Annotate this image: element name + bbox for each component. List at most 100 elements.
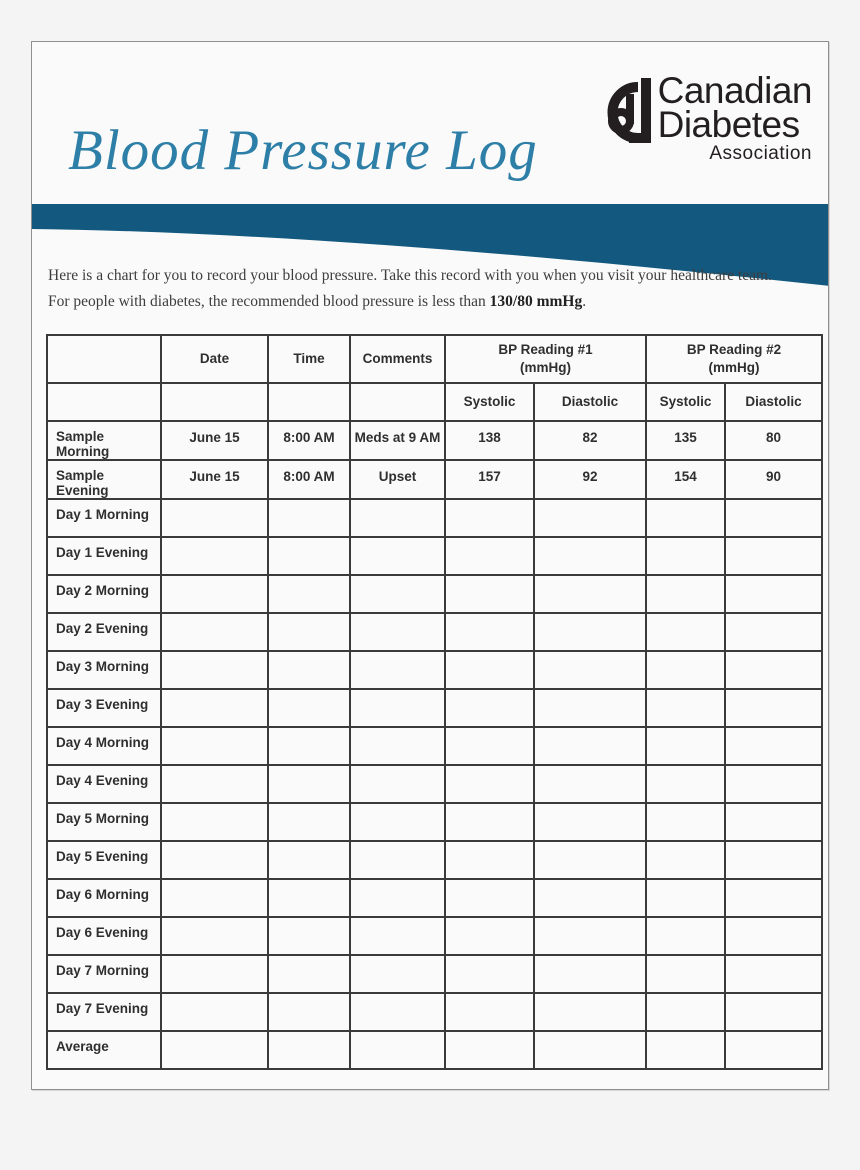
data-cell bbox=[532, 954, 648, 994]
data-cell bbox=[724, 916, 824, 956]
data-cell bbox=[267, 1030, 351, 1070]
col-header-date: Date bbox=[160, 334, 269, 384]
data-cell bbox=[645, 878, 727, 918]
data-cell bbox=[444, 802, 535, 842]
data-cell bbox=[444, 992, 535, 1032]
data-cell bbox=[444, 726, 535, 766]
col-header-comments: Comments bbox=[349, 334, 446, 384]
table-row: Day 5 Morning bbox=[46, 802, 824, 842]
col-header-systolic-1: Systolic bbox=[444, 382, 535, 422]
table-body: Sample Morning June 15 8:00 AM Meds at 9 AM… bbox=[46, 420, 824, 1070]
data-cell bbox=[160, 574, 269, 614]
data-cell bbox=[349, 916, 446, 956]
data-cell bbox=[267, 916, 351, 956]
data-cell bbox=[645, 574, 727, 614]
data-cell bbox=[724, 612, 824, 652]
corner-cell bbox=[46, 334, 162, 384]
data-cell bbox=[160, 992, 269, 1032]
row-label: Day 5 Evening bbox=[46, 840, 162, 880]
data-cell bbox=[645, 764, 727, 804]
data-cell bbox=[532, 612, 648, 652]
table-row: Day 2 Morning bbox=[46, 574, 824, 614]
data-cell bbox=[349, 498, 446, 538]
data-cell bbox=[532, 802, 648, 842]
row-label: Day 5 Morning bbox=[46, 802, 162, 842]
data-cell bbox=[645, 840, 727, 880]
data-cell bbox=[645, 916, 727, 956]
data-cell bbox=[724, 498, 824, 538]
document-page: Blood Pressure Log Canadian Diabetes Ass… bbox=[31, 41, 829, 1090]
data-cell bbox=[724, 992, 824, 1032]
data-cell bbox=[532, 764, 648, 804]
empty-cell bbox=[267, 382, 351, 422]
data-cell bbox=[160, 612, 269, 652]
data-cell bbox=[267, 764, 351, 804]
data-cell bbox=[532, 536, 648, 576]
row-label: Day 6 Evening bbox=[46, 916, 162, 956]
page-title: Blood Pressure Log bbox=[68, 119, 538, 182]
data-cell bbox=[645, 802, 727, 842]
table-header: Date Time Comments BP Reading #1 (mmHg) … bbox=[46, 334, 824, 422]
col-header-diastolic-1: Diastolic bbox=[532, 382, 648, 422]
data-cell: 8:00 AM bbox=[267, 459, 351, 500]
data-cell bbox=[724, 726, 824, 766]
intro-line-1: Here is a chart for you to record your b… bbox=[48, 267, 772, 284]
recommended-bp-value: 130/80 mmHg bbox=[489, 293, 583, 310]
data-cell bbox=[444, 1030, 535, 1070]
row-label: Day 7 Evening bbox=[46, 992, 162, 1032]
data-cell bbox=[444, 650, 535, 690]
data-cell: 8:00 AM bbox=[267, 420, 351, 461]
data-cell bbox=[444, 688, 535, 728]
data-cell bbox=[267, 992, 351, 1032]
blood-pressure-table: Date Time Comments BP Reading #1 (mmHg) … bbox=[46, 334, 824, 1070]
table-row: Day 3 Evening bbox=[46, 688, 824, 728]
row-label: Day 6 Morning bbox=[46, 878, 162, 918]
data-cell bbox=[724, 1030, 824, 1070]
empty-cell bbox=[349, 382, 446, 422]
row-label: Day 7 Morning bbox=[46, 954, 162, 994]
data-cell bbox=[724, 878, 824, 918]
data-cell bbox=[160, 536, 269, 576]
data-cell: 157 bbox=[444, 459, 535, 500]
data-cell: 92 bbox=[532, 459, 648, 500]
data-cell bbox=[645, 612, 727, 652]
data-cell bbox=[349, 1030, 446, 1070]
data-cell bbox=[349, 802, 446, 842]
col-group-bp-reading-2: BP Reading #2 (mmHg) bbox=[645, 334, 824, 384]
table-row: Day 7 Evening bbox=[46, 992, 824, 1032]
table-row: Day 6 Evening bbox=[46, 916, 824, 956]
data-cell: 90 bbox=[724, 459, 824, 500]
col-header-systolic-2: Systolic bbox=[645, 382, 727, 422]
row-label: Average bbox=[46, 1030, 162, 1070]
empty-cell bbox=[160, 382, 269, 422]
data-cell bbox=[267, 840, 351, 880]
data-cell bbox=[724, 954, 824, 994]
logo-line-canadian: Canadian bbox=[657, 70, 813, 111]
data-cell bbox=[267, 954, 351, 994]
data-cell bbox=[645, 954, 727, 994]
table-row: Day 6 Morning bbox=[46, 878, 824, 918]
data-cell bbox=[160, 802, 269, 842]
data-cell bbox=[160, 688, 269, 728]
row-label: Day 1 Evening bbox=[46, 536, 162, 576]
row-label: Sample Evening bbox=[46, 459, 162, 500]
row-label: Day 4 Evening bbox=[46, 764, 162, 804]
data-cell: 135 bbox=[645, 420, 727, 461]
data-cell: 80 bbox=[724, 420, 824, 461]
data-cell bbox=[444, 498, 535, 538]
data-cell bbox=[645, 536, 727, 576]
row-label: Sample Morning bbox=[46, 420, 162, 461]
col-header-diastolic-2: Diastolic bbox=[724, 382, 824, 422]
data-cell bbox=[645, 650, 727, 690]
row-label: Day 2 Morning bbox=[46, 574, 162, 614]
row-label: Day 4 Morning bbox=[46, 726, 162, 766]
data-cell bbox=[160, 916, 269, 956]
data-cell bbox=[444, 840, 535, 880]
data-cell bbox=[349, 764, 446, 804]
table-row: Average bbox=[46, 1030, 824, 1070]
data-cell bbox=[267, 688, 351, 728]
data-cell: Upset bbox=[349, 459, 446, 500]
data-cell bbox=[349, 536, 446, 576]
data-cell bbox=[349, 688, 446, 728]
logo-line-association: Association bbox=[709, 143, 812, 164]
